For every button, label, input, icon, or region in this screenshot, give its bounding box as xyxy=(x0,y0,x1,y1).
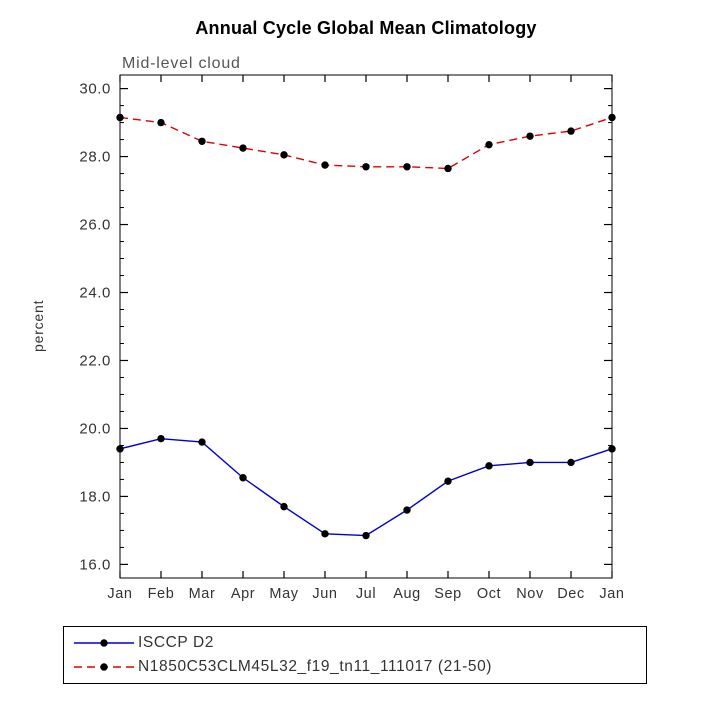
plot-area: 16.0 18.0 20.0 22.0 24.0 26.0 28.0 30.0 Jan Feb Ma… xyxy=(79,74,624,602)
legend-label-1: N1850C53CLM45L32_f19_tn11_111017 (21-50) xyxy=(138,658,493,675)
svg-text:Jan: Jan xyxy=(599,586,624,602)
svg-text:May: May xyxy=(269,586,298,602)
y-minor-ticks xyxy=(120,105,612,548)
svg-text:22.0: 22.0 xyxy=(79,352,111,369)
svg-text:16.0: 16.0 xyxy=(79,556,111,573)
svg-text:28.0: 28.0 xyxy=(79,149,111,166)
x-axis-ticks: Jan Feb Mar Apr May Jun Jul Aug Sep Oct Nov Dec Jan xyxy=(107,75,624,602)
svg-text:Mar: Mar xyxy=(189,586,216,602)
svg-text:Dec: Dec xyxy=(557,586,585,602)
chart-title: Annual Cycle Global Mean Climatology xyxy=(195,18,537,38)
y-axis-ticks: 16.0 18.0 20.0 22.0 24.0 26.0 28.0 30.0 xyxy=(79,81,612,573)
legend-box: ISCCP D2 N1850C53CLM45L32_f19_tn11_11101… xyxy=(63,626,647,684)
svg-text:Feb: Feb xyxy=(148,586,175,602)
svg-text:Nov: Nov xyxy=(516,586,544,602)
svg-text:30.0: 30.0 xyxy=(79,81,111,98)
svg-text:24.0: 24.0 xyxy=(79,285,111,302)
svg-text:Jul: Jul xyxy=(356,586,376,602)
legend-swatch-svg xyxy=(74,663,134,671)
legend-swatch-svg xyxy=(74,639,134,647)
svg-text:Jun: Jun xyxy=(312,586,337,602)
legend-line-sample-1 xyxy=(72,658,136,676)
legend-item-isccp: ISCCP D2 xyxy=(72,631,646,655)
svg-text:18.0: 18.0 xyxy=(79,488,111,505)
svg-text:26.0: 26.0 xyxy=(79,217,111,234)
svg-text:Apr: Apr xyxy=(231,586,255,602)
svg-text:Aug: Aug xyxy=(393,586,421,602)
legend-line-sample-0 xyxy=(72,634,136,652)
axes: 16.0 18.0 20.0 22.0 24.0 26.0 28.0 30.0 Jan Feb Ma… xyxy=(79,74,624,602)
svg-text:Sep: Sep xyxy=(434,586,462,602)
svg-text:Jan: Jan xyxy=(107,586,132,602)
svg-text:Oct: Oct xyxy=(477,586,501,602)
chart-subtitle: Mid-level cloud xyxy=(122,55,241,72)
series-0 xyxy=(116,434,616,540)
legend-label-0: ISCCP D2 xyxy=(138,634,215,651)
svg-text:20.0: 20.0 xyxy=(79,420,111,437)
series-1 xyxy=(116,113,616,173)
legend-item-model: N1850C53CLM45L32_f19_tn11_111017 (21-50) xyxy=(72,655,646,679)
